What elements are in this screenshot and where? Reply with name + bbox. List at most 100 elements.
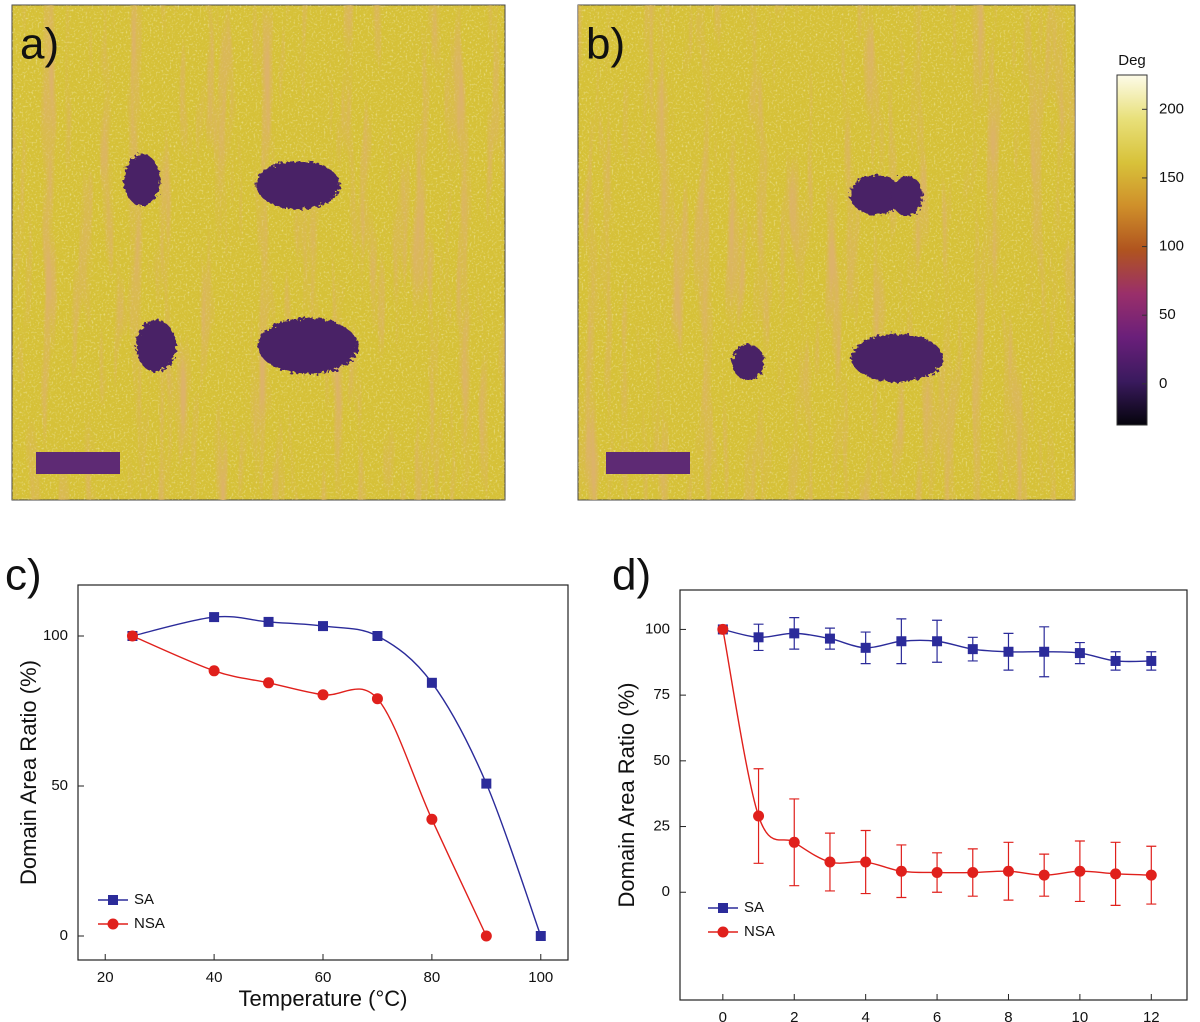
data-point <box>1039 646 1050 657</box>
x-tick-label: 60 <box>315 969 332 986</box>
scale-bar <box>606 452 690 474</box>
x-axis-label: Temperature (°C) <box>239 986 408 1011</box>
data-point <box>208 665 220 677</box>
y-tick-label: 0 <box>60 927 68 944</box>
data-point <box>1146 655 1157 666</box>
data-point <box>967 644 978 655</box>
data-point <box>480 930 492 942</box>
legend-label: SA <box>744 899 764 916</box>
panel-label: a) <box>20 20 59 69</box>
x-tick-label: 40 <box>206 969 223 986</box>
data-point <box>789 628 800 639</box>
domain <box>851 334 943 382</box>
legend-label: SA <box>134 891 154 908</box>
domain <box>891 176 923 216</box>
data-point <box>1074 865 1086 877</box>
data-point <box>860 856 872 868</box>
data-point <box>753 810 765 822</box>
colorbar-tick-label: 100 <box>1159 238 1184 255</box>
data-point <box>371 693 383 705</box>
y-tick-label: 75 <box>653 686 670 703</box>
data-point <box>717 623 729 635</box>
x-tick-label: 6 <box>933 1009 941 1022</box>
x-tick-label: 100 <box>528 969 553 986</box>
y-tick-label: 100 <box>43 627 68 644</box>
series-line <box>132 615 542 937</box>
colorbar-tick-label: 200 <box>1159 100 1184 117</box>
panel-label: b) <box>586 20 625 69</box>
scale-bar <box>36 452 120 474</box>
data-point <box>753 632 764 643</box>
data-point <box>895 865 907 877</box>
data-point <box>1002 865 1014 877</box>
x-tick-label: 80 <box>424 969 441 986</box>
y-axis-label: Domain Area Ratio (%) <box>614 683 639 908</box>
image-streaks <box>12 5 505 500</box>
y-tick-label: 25 <box>653 818 670 835</box>
x-tick-label: 20 <box>97 969 114 986</box>
domain <box>850 175 902 215</box>
y-tick-label: 50 <box>51 777 68 794</box>
image-streaks <box>578 5 1075 500</box>
data-point <box>1038 869 1050 881</box>
data-point <box>263 616 274 627</box>
data-point <box>126 630 138 642</box>
legend-label: NSA <box>134 915 165 932</box>
x-tick-label: 0 <box>719 1009 727 1022</box>
legend-label: NSA <box>744 923 775 940</box>
data-point <box>1110 655 1121 666</box>
colorbar-title: Deg <box>1118 52 1146 69</box>
data-point <box>318 621 328 632</box>
x-tick-label: 10 <box>1072 1009 1089 1022</box>
y-axis-label: Domain Area Ratio (%) <box>16 660 41 885</box>
colorbar <box>1116 74 1148 426</box>
legend-marker <box>108 895 118 905</box>
data-point <box>1074 648 1085 659</box>
domain <box>258 318 358 374</box>
data-point <box>209 612 220 623</box>
afm-image: b) <box>577 4 1076 501</box>
data-point <box>481 778 492 789</box>
data-point <box>788 836 800 848</box>
data-point <box>1003 646 1014 657</box>
data-point <box>372 631 383 641</box>
y-tick-label: 100 <box>645 620 670 637</box>
data-point <box>535 931 546 941</box>
legend-marker <box>718 903 728 913</box>
data-point <box>824 633 835 644</box>
panel-label: c) <box>5 551 42 600</box>
data-point <box>317 689 329 701</box>
panel-label: d) <box>612 551 651 600</box>
series-line <box>722 629 1152 876</box>
data-point <box>967 867 979 879</box>
legend-marker <box>107 918 119 930</box>
data-point <box>860 642 871 653</box>
domain <box>732 344 764 380</box>
x-tick-label: 4 <box>861 1009 869 1022</box>
y-tick-label: 50 <box>653 752 670 769</box>
legend-marker <box>717 926 729 938</box>
afm-image: a) <box>11 4 506 501</box>
data-point <box>896 636 907 647</box>
colorbar-tick-label: 50 <box>1159 306 1176 323</box>
data-point <box>1110 868 1122 880</box>
data-point <box>263 677 275 689</box>
domain <box>136 320 176 372</box>
data-point <box>824 856 836 868</box>
data-point <box>426 677 437 688</box>
data-point <box>932 636 943 647</box>
data-point <box>426 813 438 825</box>
colorbar-tick-label: 0 <box>1159 375 1167 392</box>
colorbar-tick-label: 150 <box>1159 169 1184 186</box>
data-point <box>931 867 943 879</box>
plot-frame <box>679 589 1188 1001</box>
data-point <box>1145 869 1157 881</box>
x-tick-label: 8 <box>1004 1009 1012 1022</box>
domain <box>256 161 340 209</box>
x-tick-label: 12 <box>1143 1009 1160 1022</box>
x-tick-label: 2 <box>790 1009 798 1022</box>
domain <box>124 154 160 206</box>
y-tick-label: 0 <box>662 883 670 900</box>
